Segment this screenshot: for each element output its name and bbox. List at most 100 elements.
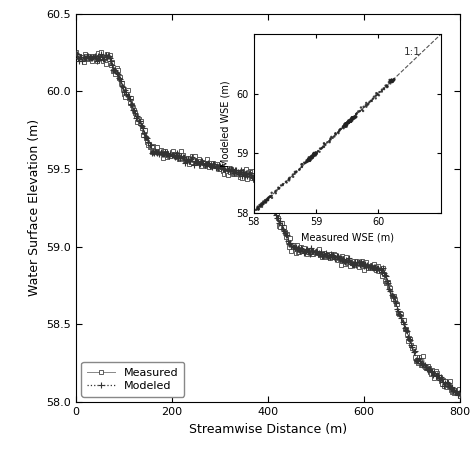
Point bbox=[309, 154, 317, 161]
Point bbox=[341, 121, 349, 128]
Point bbox=[262, 197, 269, 204]
Point bbox=[343, 123, 350, 130]
Point bbox=[312, 150, 319, 157]
Point bbox=[308, 154, 315, 161]
Point bbox=[388, 77, 395, 84]
Point bbox=[353, 109, 361, 117]
Point bbox=[347, 118, 355, 125]
Point bbox=[255, 202, 263, 209]
Point bbox=[387, 78, 394, 85]
Point bbox=[374, 91, 382, 98]
Point bbox=[256, 203, 264, 210]
Point bbox=[388, 78, 396, 85]
Point bbox=[262, 198, 269, 206]
Point bbox=[347, 115, 355, 122]
Point bbox=[344, 119, 352, 126]
Point bbox=[348, 114, 356, 121]
Point bbox=[319, 143, 327, 150]
Point bbox=[346, 118, 353, 126]
Point bbox=[285, 177, 293, 184]
Point bbox=[327, 135, 334, 142]
Point bbox=[259, 198, 267, 205]
Point bbox=[306, 156, 313, 163]
Point bbox=[340, 122, 347, 130]
Point bbox=[388, 77, 396, 85]
Point bbox=[321, 141, 329, 149]
Point bbox=[349, 115, 357, 122]
Point bbox=[312, 152, 319, 159]
Point bbox=[305, 156, 313, 163]
Point bbox=[340, 125, 347, 132]
Point bbox=[337, 125, 345, 133]
Point bbox=[292, 168, 300, 175]
Point bbox=[351, 113, 358, 120]
Point bbox=[310, 152, 317, 159]
Point bbox=[283, 179, 291, 186]
Point bbox=[390, 77, 397, 84]
Point bbox=[364, 101, 371, 109]
Point bbox=[310, 151, 317, 158]
Point bbox=[388, 76, 395, 83]
Point bbox=[328, 133, 335, 141]
Point bbox=[327, 136, 334, 143]
Point bbox=[303, 159, 310, 166]
Point bbox=[309, 153, 316, 160]
Y-axis label: Water Surface Elevation (m): Water Surface Elevation (m) bbox=[27, 119, 41, 297]
Point bbox=[259, 201, 266, 208]
Point bbox=[255, 204, 262, 212]
Point bbox=[342, 120, 349, 127]
Point bbox=[304, 155, 312, 162]
Point bbox=[304, 156, 312, 164]
Point bbox=[336, 127, 343, 134]
Point bbox=[312, 150, 319, 157]
Point bbox=[347, 115, 355, 122]
Point bbox=[311, 150, 319, 157]
Point bbox=[320, 140, 328, 148]
Point bbox=[346, 118, 354, 126]
Point bbox=[308, 153, 316, 160]
Point bbox=[292, 169, 300, 176]
Point bbox=[349, 115, 356, 122]
Point bbox=[313, 150, 320, 158]
Point bbox=[308, 153, 316, 160]
Point bbox=[345, 118, 353, 125]
Point bbox=[285, 175, 293, 182]
X-axis label: Measured WSE (m): Measured WSE (m) bbox=[301, 233, 394, 243]
Point bbox=[389, 77, 396, 84]
Point bbox=[389, 77, 397, 85]
Point bbox=[346, 117, 354, 124]
Point bbox=[310, 151, 317, 159]
Point bbox=[345, 119, 352, 127]
Point bbox=[310, 152, 318, 159]
Point bbox=[388, 77, 396, 84]
Point bbox=[388, 77, 396, 85]
Point bbox=[310, 151, 318, 158]
Point bbox=[341, 121, 349, 128]
Point bbox=[345, 117, 353, 125]
Point bbox=[306, 155, 313, 163]
Point bbox=[388, 77, 396, 84]
Point bbox=[339, 123, 347, 131]
Point bbox=[311, 151, 319, 158]
Point bbox=[261, 197, 269, 204]
Point bbox=[344, 118, 351, 126]
Measured bbox=[279, 221, 284, 226]
Point bbox=[349, 115, 357, 122]
Point bbox=[344, 120, 351, 127]
Point bbox=[260, 200, 267, 207]
Point bbox=[391, 76, 398, 83]
Point bbox=[346, 117, 354, 124]
Modeled bbox=[451, 387, 457, 393]
Point bbox=[358, 106, 366, 113]
Point bbox=[351, 114, 358, 122]
Point bbox=[254, 204, 261, 212]
Point bbox=[309, 152, 317, 159]
Point bbox=[260, 199, 267, 206]
Point bbox=[351, 113, 358, 121]
Point bbox=[383, 82, 390, 89]
Point bbox=[304, 157, 311, 165]
Point bbox=[343, 122, 350, 129]
Point bbox=[352, 111, 360, 118]
Point bbox=[350, 114, 357, 121]
Point bbox=[318, 145, 325, 153]
